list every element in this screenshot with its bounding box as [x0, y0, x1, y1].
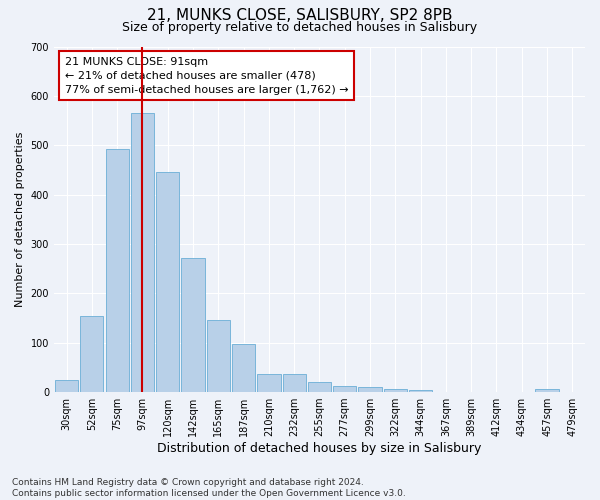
Y-axis label: Number of detached properties: Number of detached properties [15, 132, 25, 307]
Text: 21 MUNKS CLOSE: 91sqm
← 21% of detached houses are smaller (478)
77% of semi-det: 21 MUNKS CLOSE: 91sqm ← 21% of detached … [65, 57, 348, 95]
Bar [409, 390, 432, 392]
Text: Size of property relative to detached houses in Salisbury: Size of property relative to detached ho… [122, 21, 478, 34]
Bar [383, 388, 407, 392]
Bar [283, 374, 306, 392]
Text: 21, MUNKS CLOSE, SALISBURY, SP2 8PB: 21, MUNKS CLOSE, SALISBURY, SP2 8PB [147, 8, 453, 22]
Text: Contains HM Land Registry data © Crown copyright and database right 2024.
Contai: Contains HM Land Registry data © Crown c… [12, 478, 406, 498]
Bar [156, 172, 179, 392]
Bar [131, 113, 154, 392]
Bar [333, 386, 356, 392]
Bar [232, 344, 255, 392]
Bar [358, 387, 382, 392]
Bar [106, 149, 129, 392]
Bar [535, 388, 559, 392]
Bar [80, 316, 103, 392]
Bar [308, 382, 331, 392]
Bar [55, 380, 78, 392]
X-axis label: Distribution of detached houses by size in Salisbury: Distribution of detached houses by size … [157, 442, 482, 455]
Bar [257, 374, 281, 392]
Bar [206, 320, 230, 392]
Bar [181, 258, 205, 392]
